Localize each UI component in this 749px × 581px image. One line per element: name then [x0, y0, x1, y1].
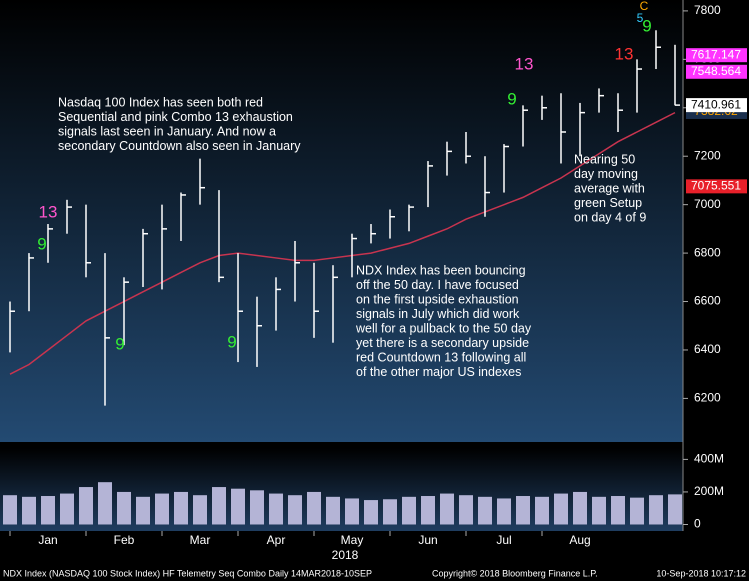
price-tag-label: 7617.147: [691, 47, 741, 61]
volume-bar: [592, 496, 606, 525]
volume-bar: [269, 493, 283, 525]
price-tag: [686, 98, 747, 113]
price-tag-label: 7075.551: [691, 179, 741, 193]
volume-bar: [22, 496, 36, 525]
setup-marker: 9: [507, 89, 516, 108]
annotation: yet there is a secondary upside: [356, 336, 529, 350]
y-tick-label: 6800: [694, 245, 721, 259]
setup-marker: C: [640, 0, 649, 13]
volume-bar: [345, 498, 359, 525]
volume-tick-label: 400M: [694, 452, 724, 466]
volume-panel: [0, 448, 683, 531]
setup-marker: 9: [115, 334, 124, 353]
volume-bar: [611, 496, 625, 525]
volume-bar: [117, 491, 131, 525]
annotation: signals in July which did work: [356, 307, 520, 321]
volume-bar: [459, 495, 473, 525]
volume-bar: [402, 496, 416, 525]
x-tick-label: Jun: [418, 533, 437, 547]
volume-bar: [3, 495, 17, 525]
setup-marker: 9: [642, 16, 651, 35]
price-panel: [0, 0, 683, 442]
price-tag: [686, 64, 747, 79]
x-tick-label: Jan: [38, 533, 57, 547]
volume-bar: [440, 493, 454, 525]
volume-bar: [535, 496, 549, 525]
moving-average: [9, 111, 676, 375]
x-tick-label: Jul: [496, 533, 511, 547]
setup-marker: 13: [515, 54, 534, 73]
annotation: red Countdown 13 following all: [356, 350, 526, 364]
volume-bar: [554, 493, 568, 525]
annotation: green Setup: [574, 196, 642, 210]
x-tick-label: Aug: [569, 533, 590, 547]
y-tick-label: 6200: [694, 391, 721, 405]
timestamp: 10-Sep-2018 10:17:12: [656, 568, 746, 578]
volume-bar: [364, 500, 378, 525]
volume-bar: [60, 493, 74, 525]
volume-tick-label: 0: [694, 517, 701, 531]
volume-bar: [155, 493, 169, 525]
footer-title: NDX Index (NASDAQ 100 Stock Index) HF Te…: [3, 568, 372, 578]
price-tag: [686, 48, 747, 63]
x-tick-label: Feb: [114, 533, 135, 547]
annotation: Nearing 50: [574, 152, 635, 166]
price-tag-label: 7410.961: [691, 97, 741, 111]
year-label: 2018: [332, 548, 359, 562]
x-tick-label: Apr: [267, 533, 286, 547]
volume-bar: [288, 495, 302, 525]
annotation: NDX Index has been bouncing: [356, 263, 526, 277]
volume-bar: [668, 494, 682, 525]
annotation: of the other major US indexes: [356, 365, 521, 379]
volume-bar: [212, 487, 226, 525]
volume-bar: [516, 496, 530, 525]
volume-bar: [383, 499, 397, 525]
setup-marker: 9: [227, 332, 236, 351]
volume-bar: [307, 491, 321, 525]
x-tick-label: May: [341, 533, 364, 547]
setup-marker: 5: [637, 11, 644, 25]
annotation: secondary Countdown also seen in January: [58, 139, 301, 153]
y-tick-label: 6400: [694, 342, 721, 356]
annotation: average with: [574, 181, 645, 195]
copyright: Copyright© 2018 Bloomberg Finance L.P.: [432, 568, 598, 578]
volume-bar: [193, 495, 207, 525]
setup-marker: 9: [37, 234, 46, 253]
price-tag-label: 7548.564: [691, 64, 741, 78]
volume-bar: [250, 490, 264, 525]
annotation: off the 50 day. I have focused: [356, 278, 519, 292]
annotation: signals last seen in January. And now a: [58, 124, 276, 138]
volume-bar: [649, 495, 663, 525]
volume-bar: [98, 482, 112, 525]
volume-bar: [174, 491, 188, 525]
annotation: on the first upside exhaustion: [356, 292, 519, 306]
volume-bar: [497, 498, 511, 525]
volume-bar: [41, 496, 55, 525]
volume-bar: [630, 497, 644, 525]
volume-bar: [478, 496, 492, 525]
setup-marker: 13: [615, 44, 634, 63]
x-tick-label: Mar: [190, 533, 211, 547]
annotation: day moving: [574, 167, 638, 181]
volume-bar: [421, 496, 435, 525]
volume-bar: [231, 488, 245, 525]
volume-tick-label: 200M: [694, 484, 724, 498]
volume-bar: [136, 496, 150, 525]
y-tick-label: 7800: [694, 3, 721, 17]
volume-bar: [79, 487, 93, 525]
volume-bar: [326, 496, 340, 525]
annotation: Nasdaq 100 Index has seen both red: [58, 95, 263, 109]
annotation: on day 4 of 9: [574, 210, 646, 224]
y-tick-label: 6600: [694, 294, 721, 308]
price-tag: [686, 179, 747, 194]
volume-bar: [573, 491, 587, 525]
setup-marker: 13: [39, 202, 58, 221]
y-tick-label: 7000: [694, 197, 721, 211]
annotation: Sequential and pink Combo 13 exhaustion: [58, 110, 293, 124]
annotation: well for a pullback to the 50 day: [355, 321, 532, 335]
y-tick-label: 7200: [694, 148, 721, 162]
